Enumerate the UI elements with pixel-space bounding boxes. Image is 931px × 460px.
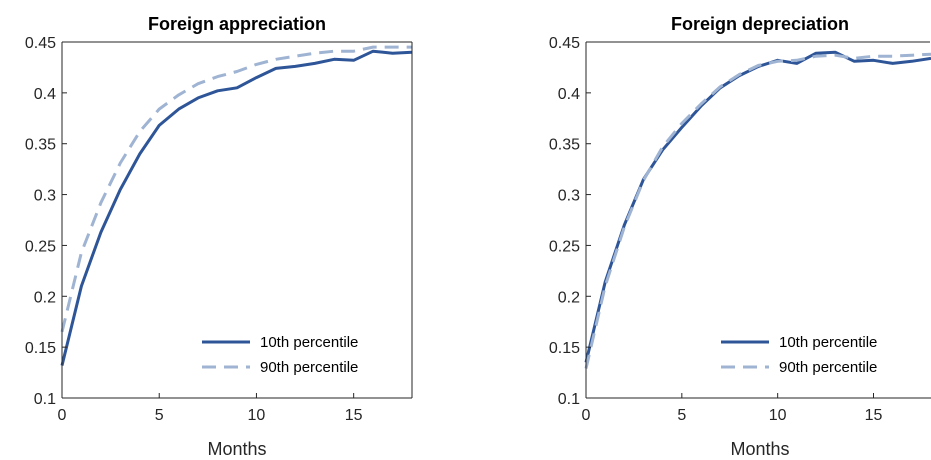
y-tick-label: 0.4 bbox=[34, 86, 56, 103]
y-tick-label: 0.1 bbox=[558, 391, 580, 408]
y-tick-label: 0.35 bbox=[549, 137, 580, 154]
y-tick-label: 0.2 bbox=[558, 289, 580, 306]
y-tick-label: 0.4 bbox=[558, 86, 580, 103]
y-tick-label: 0.15 bbox=[549, 340, 580, 357]
y-tick-label: 0.3 bbox=[558, 188, 580, 205]
legend-label: 10th percentile bbox=[779, 334, 877, 351]
x-tick-label: 0 bbox=[582, 407, 591, 424]
y-tick-label: 0.2 bbox=[34, 289, 56, 306]
y-tick-label: 0.45 bbox=[25, 35, 56, 52]
y-tick-label: 0.35 bbox=[25, 137, 56, 154]
series-line-90th bbox=[584, 52, 931, 369]
y-tick-label: 0.25 bbox=[549, 238, 580, 255]
x-axis-label: Months bbox=[207, 439, 266, 459]
x-tick-label: 0 bbox=[58, 407, 67, 424]
x-tick-label: 10 bbox=[248, 407, 266, 424]
y-tick-label: 0.3 bbox=[34, 188, 56, 205]
y-tick-label: 0.1 bbox=[34, 391, 56, 408]
series-line-10th bbox=[584, 50, 931, 363]
series-line-10th bbox=[60, 49, 413, 366]
chart-title: Foreign depreciation bbox=[671, 14, 849, 34]
x-tick-label: 15 bbox=[865, 407, 883, 424]
x-axis-label: Months bbox=[730, 439, 789, 459]
chart-panel-appreciation: Foreign appreciation Months 0.1 0.15 0.2 0.… bbox=[25, 14, 413, 459]
x-tick-label: 5 bbox=[155, 407, 164, 424]
chart-title: Foreign appreciation bbox=[148, 14, 326, 34]
y-tick-label: 0.25 bbox=[25, 238, 56, 255]
x-tick-label: 15 bbox=[345, 407, 363, 424]
legend-label: 10th percentile bbox=[260, 334, 358, 351]
chart-panel-depreciation: Foreign depreciation Months 0.1 0.15 0.2 0.… bbox=[549, 14, 931, 459]
x-tick-label: 5 bbox=[677, 407, 686, 424]
x-tick-label: 10 bbox=[769, 407, 787, 424]
y-tick-label: 0.15 bbox=[25, 340, 56, 357]
y-tick-label: 0.45 bbox=[549, 35, 580, 52]
series-line-90th bbox=[60, 45, 412, 333]
legend-label: 90th percentile bbox=[260, 359, 358, 376]
legend-label: 90th percentile bbox=[779, 359, 877, 376]
